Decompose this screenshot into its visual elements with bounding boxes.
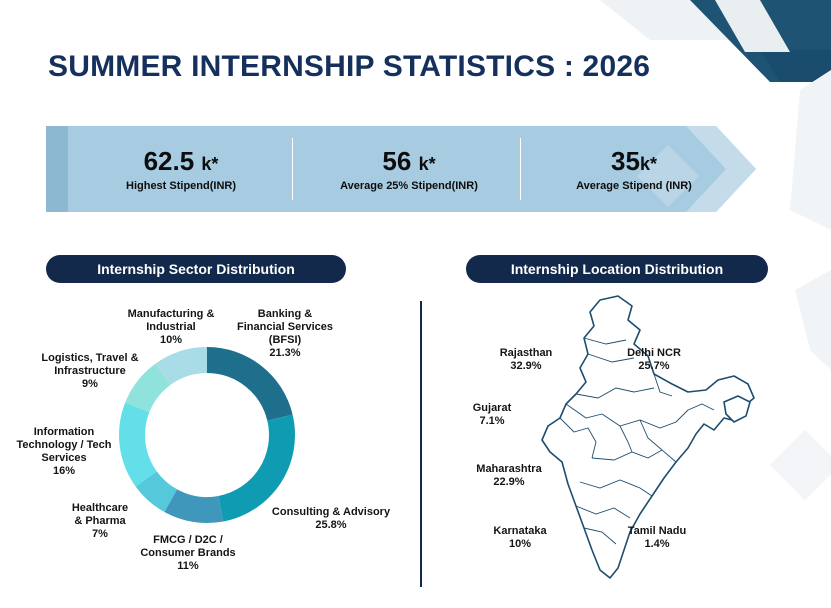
sector-label-bfsi: Banking & Financial Services (BFSI) 21.3…: [230, 308, 340, 360]
sector-label-fmcg: FMCG / D2C / Consumer Brands 11%: [130, 534, 246, 573]
sector-label-line: Healthcare: [71, 502, 129, 514]
location-label-karnataka: Karnataka 10%: [480, 525, 560, 551]
stat-divider: [292, 138, 293, 200]
location-label-rajasthan: Rajasthan 32.9%: [486, 347, 566, 373]
donut-slice: [218, 414, 295, 522]
stat-value: 56: [382, 146, 412, 176]
india-east-region: [723, 395, 751, 423]
sector-value-label: 25.8%: [315, 519, 347, 531]
state-borders: [559, 337, 715, 545]
stats-band: 62.5 k* Highest Stipend(INR) 56 k* Avera…: [46, 126, 756, 212]
location-name: Karnataka: [493, 525, 547, 537]
location-name: Rajasthan: [499, 347, 553, 359]
sector-label-line: Infrastructure: [54, 365, 126, 377]
location-label-tamil-nadu: Tamil Nadu 1.4%: [617, 525, 697, 551]
location-value: 7.1%: [479, 415, 505, 427]
location-value: 22.9%: [493, 476, 525, 488]
donut-slice: [119, 402, 157, 487]
location-label-gujarat: Gujarat 7.1%: [456, 402, 528, 428]
india-map: [541, 295, 755, 579]
donut-slice: [207, 347, 293, 421]
location-name: Delhi NCR: [627, 347, 681, 359]
location-heading: Internship Location Distribution: [466, 255, 768, 283]
stat-label: Highest Stipend(INR): [126, 180, 236, 192]
sector-label-line: FMCG / D2C /: [153, 534, 223, 546]
location-value: 32.9%: [510, 360, 542, 372]
sector-label-line: Logistics, Travel &: [41, 352, 139, 364]
sector-label-line: Consumer Brands: [140, 547, 236, 559]
sector-label-line: Information: [33, 426, 95, 438]
donut-slice: [125, 363, 171, 413]
stat-highest-stipend: 62.5 k* Highest Stipend(INR): [66, 146, 296, 192]
stat-label: Average 25% Stipend(INR): [340, 180, 478, 192]
sector-label-line: & Pharma: [74, 515, 126, 527]
stat-label: Average Stipend (INR): [576, 180, 692, 192]
location-value: 25.7%: [638, 360, 670, 372]
location-label-maharashtra: Maharashtra 22.9%: [464, 463, 554, 489]
stat-average-stipend: 35k* Average Stipend (INR): [519, 146, 749, 192]
sector-value-label: 7%: [92, 528, 108, 540]
stat-value: 62.5: [143, 146, 195, 176]
stat-average-25-stipend: 56 k* Average 25% Stipend(INR): [294, 146, 524, 192]
sector-label-line: Consulting & Advisory: [271, 506, 391, 518]
sector-label-line: Technology / Tech: [16, 439, 112, 451]
sector-value-label: 10%: [159, 334, 183, 346]
location-name: Tamil Nadu: [627, 525, 687, 537]
sector-donut-chart: [119, 347, 295, 523]
section-divider: [420, 301, 422, 587]
sector-label-line: Banking &: [257, 308, 313, 320]
sector-value-label: 11%: [177, 560, 199, 572]
sector-heading: Internship Sector Distribution: [46, 255, 346, 283]
donut-slice: [135, 471, 177, 513]
sector-label-line: Manufacturing &: [127, 308, 215, 320]
sector-label-line: Services: [41, 452, 87, 464]
sector-value-label: 21.3%: [269, 347, 301, 359]
location-label-delhi: Delhi NCR 25.7%: [614, 347, 694, 373]
stat-unit: k*: [201, 154, 219, 174]
location-name: Gujarat: [472, 402, 512, 414]
sector-label-logistics: Logistics, Travel & Infrastructure 9%: [32, 352, 148, 391]
location-value: 10%: [508, 538, 532, 550]
sector-value-label: 9%: [82, 378, 98, 390]
stat-value: 35: [611, 146, 640, 176]
location-value: 1.4%: [644, 538, 670, 550]
donut-slice: [155, 347, 207, 385]
sector-label-line: Industrial: [146, 321, 196, 333]
location-name: Maharashtra: [476, 463, 542, 475]
sector-label-line: Financial Services: [237, 321, 333, 333]
stats-band-shape: [46, 126, 756, 212]
stat-unit: k*: [639, 154, 657, 174]
page-title: SUMMER INTERNSHIP STATISTICS : 2026: [48, 50, 651, 83]
sector-label-manufacturing: Manufacturing & Industrial 10%: [118, 308, 224, 347]
sector-label-it: Information Technology / Tech Services 1…: [12, 426, 116, 478]
sector-label-line: (BFSI): [268, 334, 302, 346]
sector-label-consulting: Consulting & Advisory 25.8%: [266, 506, 396, 532]
stat-unit: k*: [418, 154, 436, 174]
stat-divider: [520, 138, 521, 200]
sector-value-label: 16%: [52, 465, 76, 477]
sector-label-healthcare: Healthcare & Pharma 7%: [60, 502, 140, 541]
donut-slice: [164, 489, 224, 523]
